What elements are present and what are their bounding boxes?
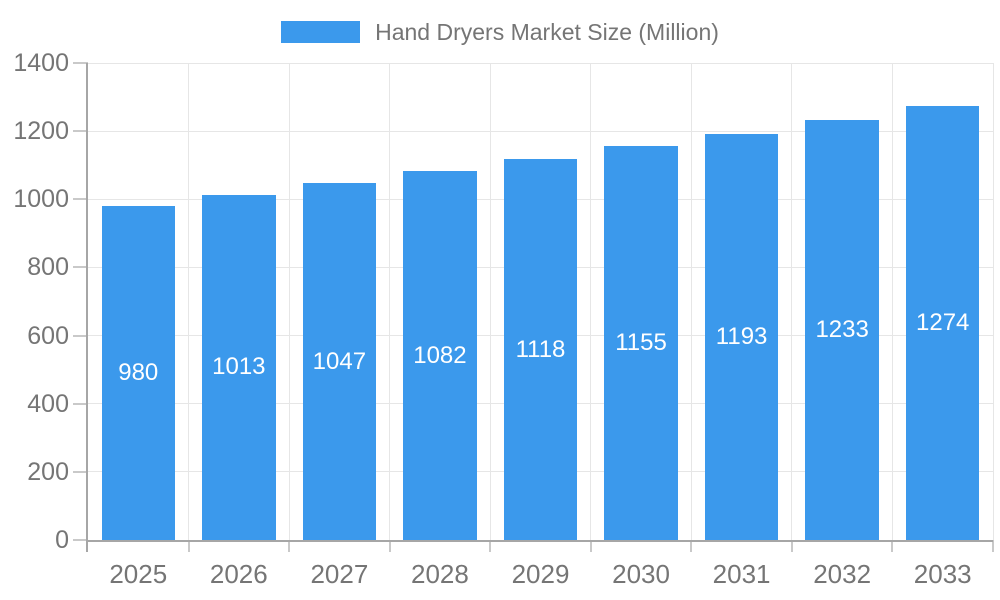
y-axis-tick xyxy=(73,334,88,337)
x-axis-label: 2025 xyxy=(109,559,168,589)
bar-2026[interactable]: 1013 xyxy=(202,194,276,540)
bar-2030[interactable]: 1155 xyxy=(604,146,678,540)
x-axis-tick xyxy=(790,540,793,552)
bar-2028[interactable]: 1082 xyxy=(403,171,477,540)
h-gridline xyxy=(88,62,993,64)
legend[interactable]: Hand Dryers Market Size (Million) xyxy=(0,18,1000,45)
bar-value-label: 1233 xyxy=(815,315,869,343)
x-axis-tick xyxy=(187,540,190,552)
bar-value-label: 1082 xyxy=(413,341,467,369)
x-axis-tick xyxy=(388,540,391,552)
y-axis-label: 600 xyxy=(27,321,69,350)
v-gridline xyxy=(288,63,290,540)
bar-2029[interactable]: 1118 xyxy=(503,159,578,540)
y-axis-tick xyxy=(73,62,88,64)
y-axis-tick xyxy=(73,130,88,133)
y-axis-label: 1200 xyxy=(13,117,69,146)
x-axis-label: 2031 xyxy=(712,559,771,589)
y-axis-label: 0 xyxy=(55,526,69,554)
y-axis-tick xyxy=(73,198,88,201)
bar-value-label: 1047 xyxy=(312,347,367,375)
y-axis-label: 1000 xyxy=(13,185,69,214)
bar-2031[interactable]: 1193 xyxy=(704,133,779,540)
x-axis-tick xyxy=(288,540,291,552)
x-axis-tick xyxy=(891,540,894,552)
v-gridline xyxy=(992,63,994,540)
y-axis-tick xyxy=(73,402,88,405)
x-axis-label: 2026 xyxy=(209,559,268,589)
x-axis-label: 2027 xyxy=(310,559,369,589)
v-gridline xyxy=(489,63,491,540)
x-axis-tick xyxy=(690,540,693,552)
bar-value-label: 1155 xyxy=(615,329,667,357)
x-axis-label: 2032 xyxy=(813,559,872,589)
bar-2032[interactable]: 1233 xyxy=(805,119,879,540)
x-axis-label: 2030 xyxy=(612,559,670,589)
x-axis-label: 2029 xyxy=(511,559,570,589)
bar-value-label: 1013 xyxy=(212,353,266,381)
x-axis-tick xyxy=(489,540,492,552)
y-axis-label: 800 xyxy=(27,253,69,282)
v-gridline xyxy=(690,63,692,540)
v-gridline xyxy=(389,63,391,540)
bar-2025[interactable]: 980 xyxy=(101,206,175,540)
h-gridline xyxy=(88,130,993,132)
y-axis-label: 1400 xyxy=(13,49,69,77)
v-gridline xyxy=(891,63,893,540)
bar-value-label: 1274 xyxy=(916,308,970,336)
v-gridline xyxy=(188,63,190,540)
x-axis-label: 2028 xyxy=(411,559,469,589)
legend-label: Hand Dryers Market Size (Million) xyxy=(375,18,719,45)
bar-value-label: 1118 xyxy=(515,335,566,363)
v-gridline xyxy=(590,63,592,540)
v-gridline xyxy=(791,63,793,540)
x-axis-line xyxy=(86,540,993,542)
bar-2033[interactable]: 1274 xyxy=(906,105,980,540)
x-axis-tick xyxy=(992,540,994,552)
bar-2027[interactable]: 1047 xyxy=(302,183,377,540)
bar-value-label: 980 xyxy=(118,359,159,387)
x-axis-label: 2033 xyxy=(913,559,972,589)
y-axis-tick xyxy=(73,266,88,269)
y-axis-tick xyxy=(73,470,88,473)
legend-swatch-icon xyxy=(281,21,361,43)
y-axis-tick xyxy=(73,539,88,541)
y-axis-label: 400 xyxy=(27,389,69,418)
y-axis-line xyxy=(86,63,88,552)
y-axis-label: 200 xyxy=(27,457,69,486)
x-axis-tick xyxy=(589,540,592,552)
bar-value-label: 1193 xyxy=(715,322,768,350)
